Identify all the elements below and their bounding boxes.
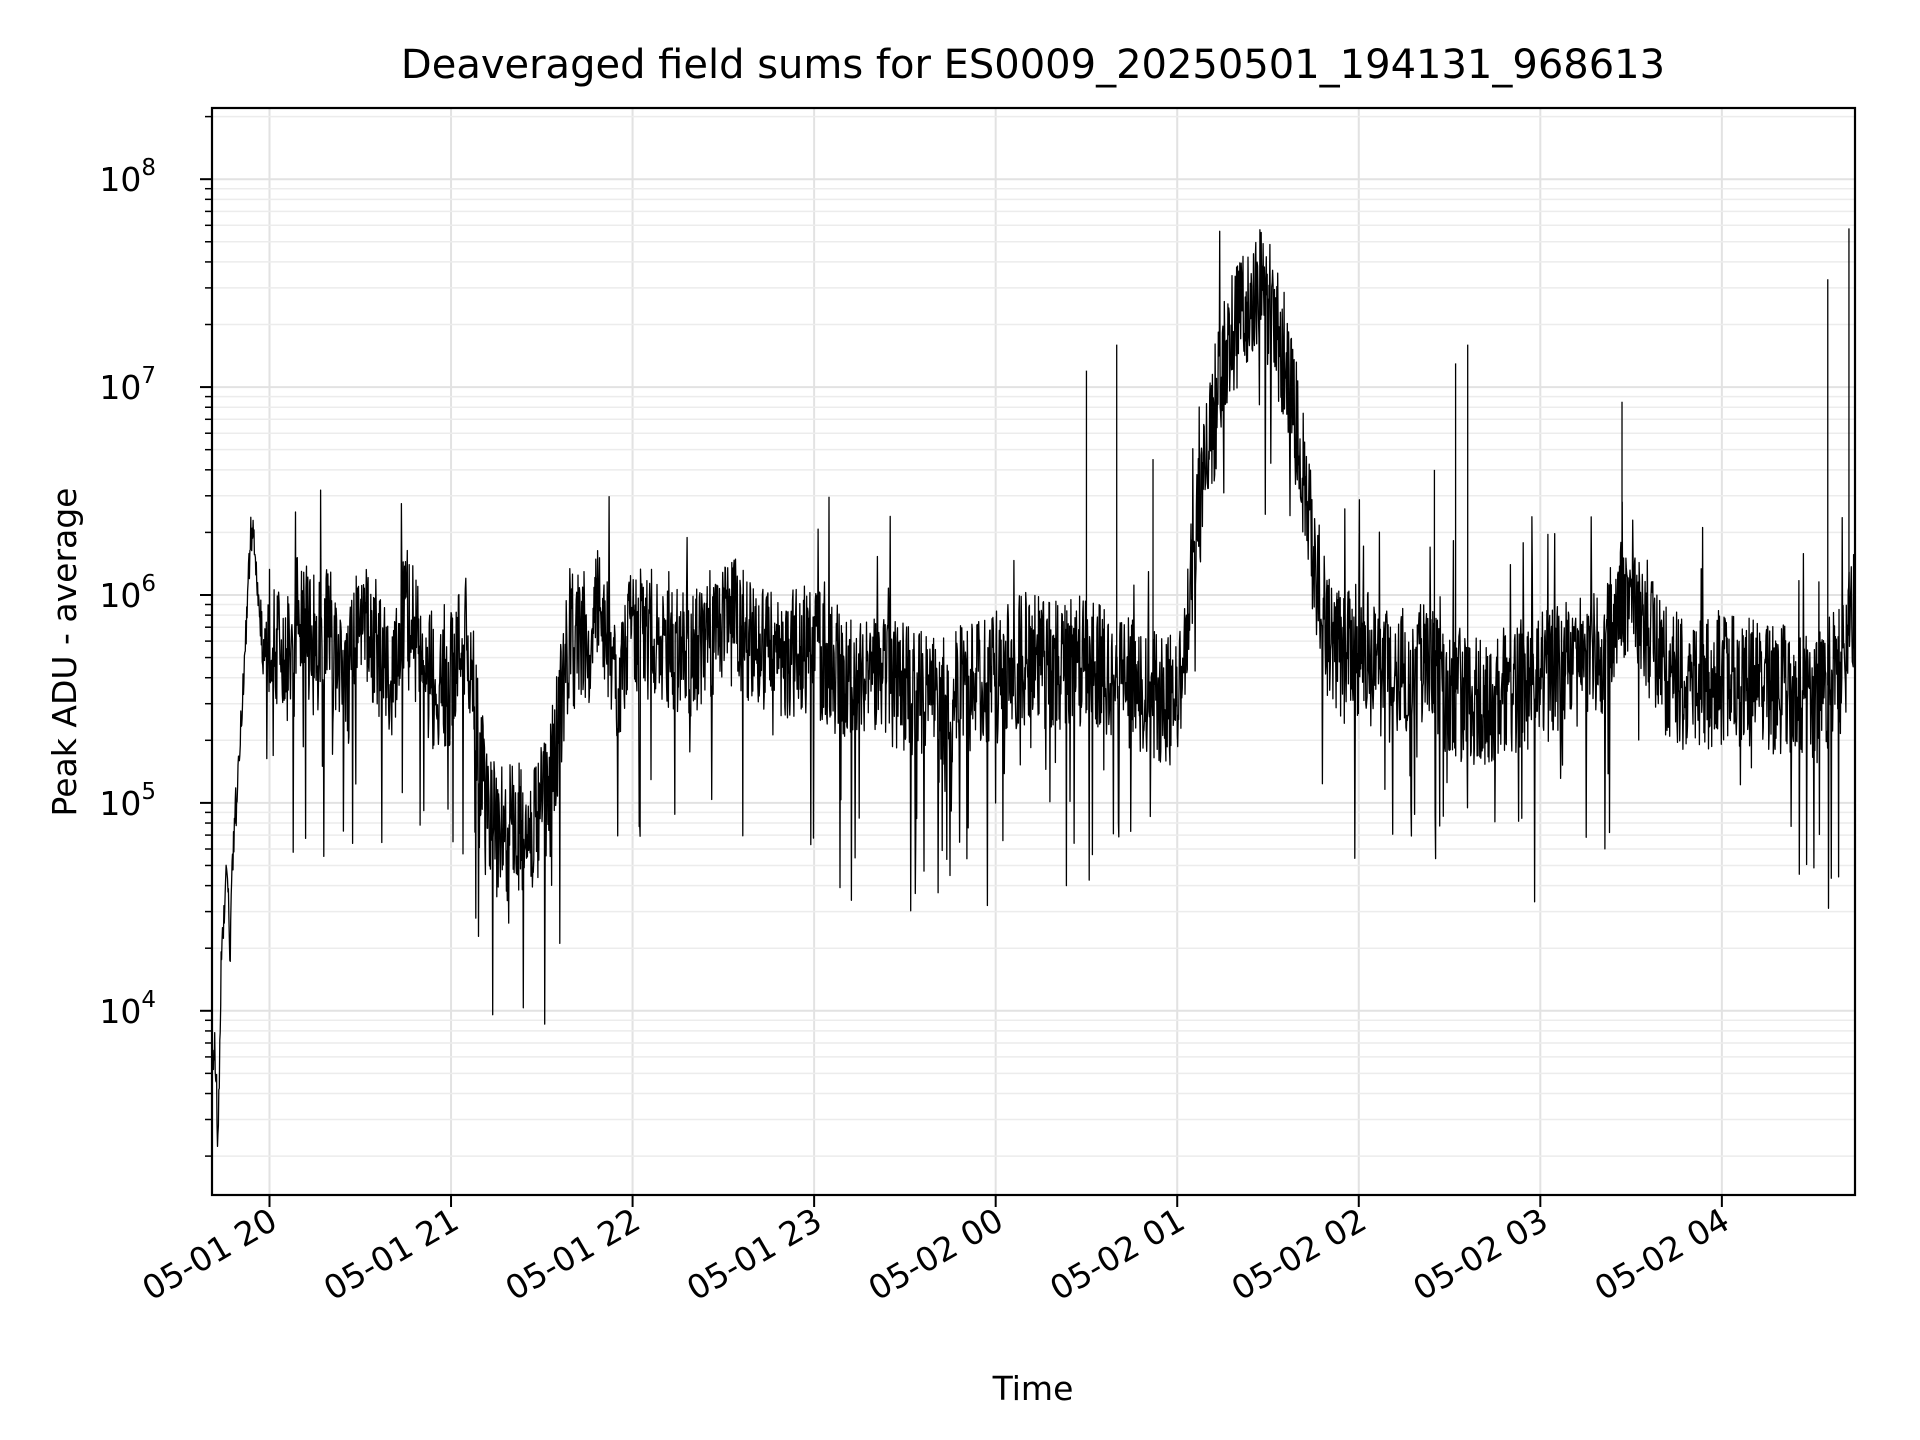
data-layer: [211, 228, 1856, 1147]
y-tick-label: 108: [99, 155, 156, 199]
y-axis-label: Peak ADU - average: [45, 488, 84, 817]
x-axis-label: Time: [992, 1369, 1074, 1408]
chart-title: Deaveraged field sums for ES0009_2025050…: [401, 42, 1665, 88]
plot-frame: [210, 106, 1857, 1197]
y-tick-label: 107: [99, 363, 156, 407]
y-tick-label: 106: [99, 571, 156, 615]
y-tick-label: 105: [99, 779, 156, 823]
y-axis-ticks: 104 105 106 107 108: [99, 115, 212, 1157]
grid-major: [212, 108, 1855, 1195]
y-tick-label: 104: [99, 987, 156, 1031]
series-line: [211, 229, 1856, 1147]
